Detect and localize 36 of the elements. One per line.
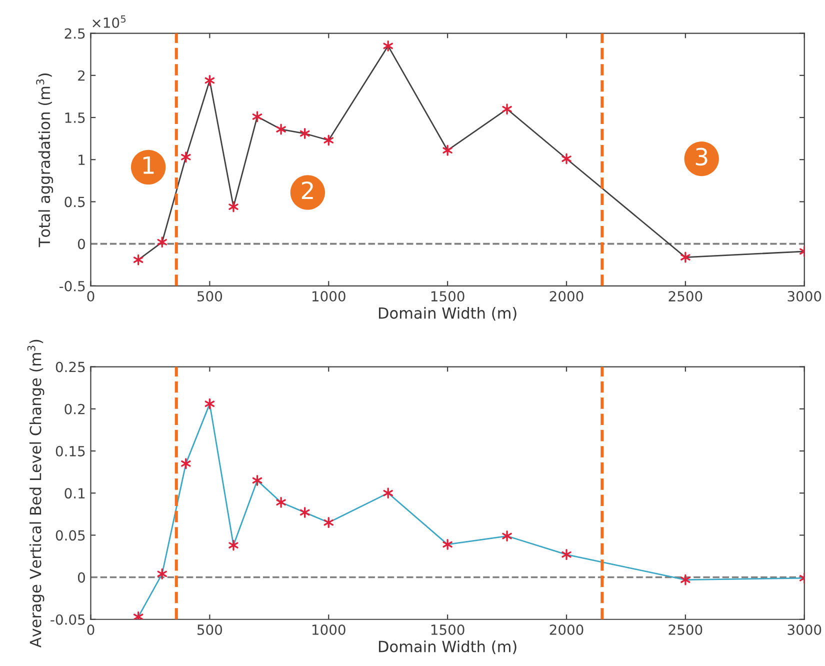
y-axis-title: Average Vertical Bed Level Change (m$^{3}$)	[27, 340, 44, 648]
x-tick-label: 500	[198, 291, 222, 302]
y-tick-label: 2.5	[64, 28, 85, 39]
y-tick-label: 0	[78, 572, 85, 583]
x-tick-label: 1500	[431, 291, 464, 302]
x-axis-title: Domain Width (m)	[378, 307, 516, 321]
y-tick-label: 0.25	[56, 362, 85, 372]
x-tick-label: 2000	[550, 624, 584, 635]
x-tick-label: 1500	[431, 624, 464, 635]
x-axis-title: Domain Width (m)	[378, 640, 516, 654]
y-tick-label: 0.05	[56, 530, 85, 541]
x-tick-label: 3000	[788, 624, 822, 635]
x-tick-label: 3000	[788, 291, 822, 302]
x-tick-label: 2500	[668, 291, 702, 302]
x-tick-label: 1000	[312, 291, 346, 302]
y-tick-label: 0.15	[56, 446, 85, 456]
x-tick-label: 2000	[550, 291, 584, 302]
y-tick-label: 1	[78, 154, 85, 165]
y-tick-label: 2	[78, 70, 84, 81]
annotation: 3	[696, 148, 708, 166]
y-tick-label: 1.5	[65, 112, 85, 123]
y-tick-label: 0	[78, 238, 85, 250]
x-tick-label: 2500	[668, 624, 702, 635]
text: ×10$^{5}$	[92, 15, 126, 28]
x-tick-label: 1000	[312, 624, 346, 635]
x-tick-label: 0	[87, 624, 94, 635]
y-tick-label: 0.1	[64, 488, 85, 499]
x-tick-label: 0	[87, 291, 94, 302]
x-tick-label: 500	[198, 624, 222, 635]
y-tick-label: -0.5	[59, 280, 85, 292]
y-tick-label: -0.05	[50, 614, 85, 625]
y-tick-label: 0.2	[64, 404, 84, 414]
y-tick-label: 0.5	[64, 196, 85, 208]
annotation: 2	[302, 181, 313, 199]
y-axis-title: Total aggradation (m$^{3}$)	[36, 74, 54, 248]
annotation: 1	[143, 156, 154, 174]
